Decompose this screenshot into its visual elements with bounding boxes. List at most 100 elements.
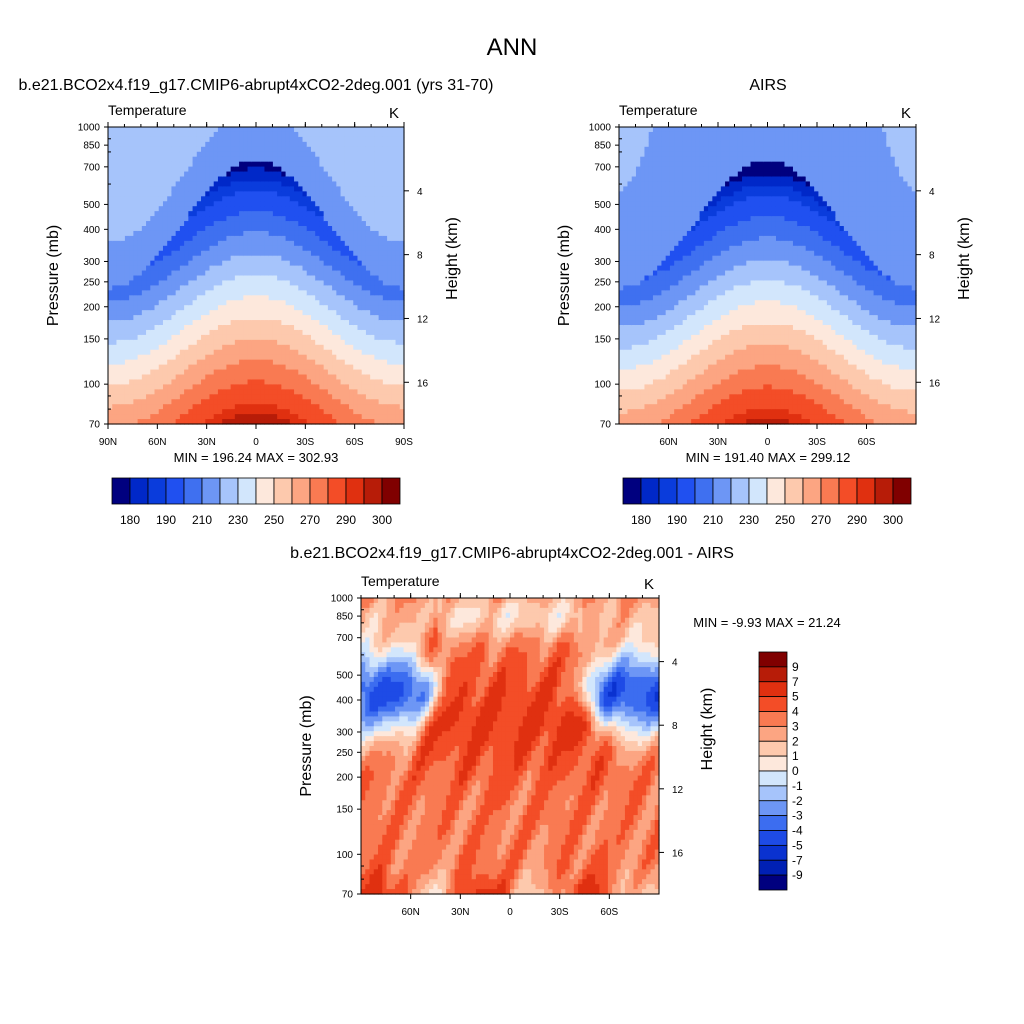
heatmap-cell [141,161,147,168]
height-tick-label: 4 [417,187,423,198]
heatmap-cell [306,364,312,371]
heatmap-cell [171,136,177,143]
heatmap-cell [395,260,401,267]
heatmap-cell [184,161,189,168]
heatmap-cell [243,161,249,168]
heatmap-cell [640,230,646,237]
heatmap-cell [378,315,384,321]
heatmap-cell [137,280,143,286]
heatmap-cell [340,250,346,257]
heatmap-cell [648,136,654,143]
heatmap-cell [281,196,287,202]
heatmap-cell [230,181,236,187]
heatmap-cell [247,315,253,321]
heatmap-cell [272,344,278,351]
heatmap-cell [162,186,168,192]
heatmap-cell [268,389,274,395]
heatmap-cell [302,226,308,232]
heatmap-cell [179,156,185,163]
heatmap-cell [272,201,278,207]
heatmap-cell [353,285,359,291]
heatmap-cell [209,226,215,232]
heatmap-cell [256,374,261,381]
heatmap-cell [399,315,405,321]
heatmap-cell [146,156,151,163]
heatmap-cell [349,166,354,173]
heatmap-cell [154,275,160,282]
heatmap-cell [251,320,257,326]
heatmap-cell [264,404,270,410]
heatmap-cell [256,389,261,395]
heatmap-cell [146,270,151,277]
heatmap-cell [256,325,261,331]
heatmap-cell [310,127,316,133]
heatmap-cell [285,404,291,410]
heatmap-cell [272,419,278,425]
heatmap-cell [222,394,227,400]
heatmap-cell [344,146,350,153]
heatmap-cell [353,290,359,296]
heatmap-cell [294,171,299,178]
heatmap-cell [378,206,384,212]
heatmap-cell [353,414,359,420]
heatmap-cell [108,186,113,192]
heatmap-cell [310,399,316,405]
heatmap-cell [150,300,156,306]
heatmap-cell [234,389,240,395]
heatmap-cell [129,404,134,410]
heatmap-cell [365,280,371,286]
heatmap-cell [167,399,173,405]
heatmap-cell [631,146,637,153]
heatmap-cell [133,285,139,291]
heatmap-cell [209,379,215,385]
heatmap-cell [332,201,337,207]
heatmap-cell [285,226,291,232]
heatmap-cell [162,211,168,217]
heatmap-cell [399,339,405,346]
heatmap-cell [315,334,321,341]
heatmap-cell [382,206,388,212]
heatmap-cell [382,419,388,425]
heatmap-cell [657,394,663,400]
heatmap-cell [184,275,189,282]
heatmap-cell [323,171,329,178]
heatmap-cell [196,136,202,143]
heatmap-cell [374,315,380,321]
heatmap-cell [357,226,363,232]
heatmap-cell [374,325,380,331]
heatmap-cell [665,211,671,217]
heatmap-cell [361,127,367,133]
heatmap-cell [344,354,350,361]
heatmap-cell [382,226,388,232]
heatmap-cell [277,127,282,133]
heatmap-cell [133,151,139,158]
heatmap-cell [129,221,134,227]
heatmap-cell [167,141,173,148]
x-tick-label: 90S [395,437,413,448]
heatmap-cell [365,344,371,351]
heatmap-cell [370,399,375,405]
heatmap-cell [285,161,291,168]
heatmap-cell [112,349,118,356]
heatmap-cell [124,260,130,267]
heatmap-cell [179,191,185,197]
heatmap-cell [340,285,346,291]
heatmap-cell [141,255,147,262]
heatmap-cell [323,389,329,395]
heatmap-cell [378,141,384,148]
heatmap-cell [306,339,312,346]
heatmap-cell [171,270,177,277]
heatmap-cell [226,171,232,178]
heatmap-cell [399,191,405,197]
heatmap-cell [298,290,304,296]
heatmap-cell [243,211,249,217]
heatmap-cell [281,290,287,296]
heatmap-cell [205,275,211,282]
heatmap-cell [661,201,667,207]
heatmap-cell [112,131,118,138]
heatmap-cell [627,270,633,277]
heatmap-cell [391,310,397,316]
heatmap-cell [201,300,206,306]
heatmap-cell [302,171,308,178]
